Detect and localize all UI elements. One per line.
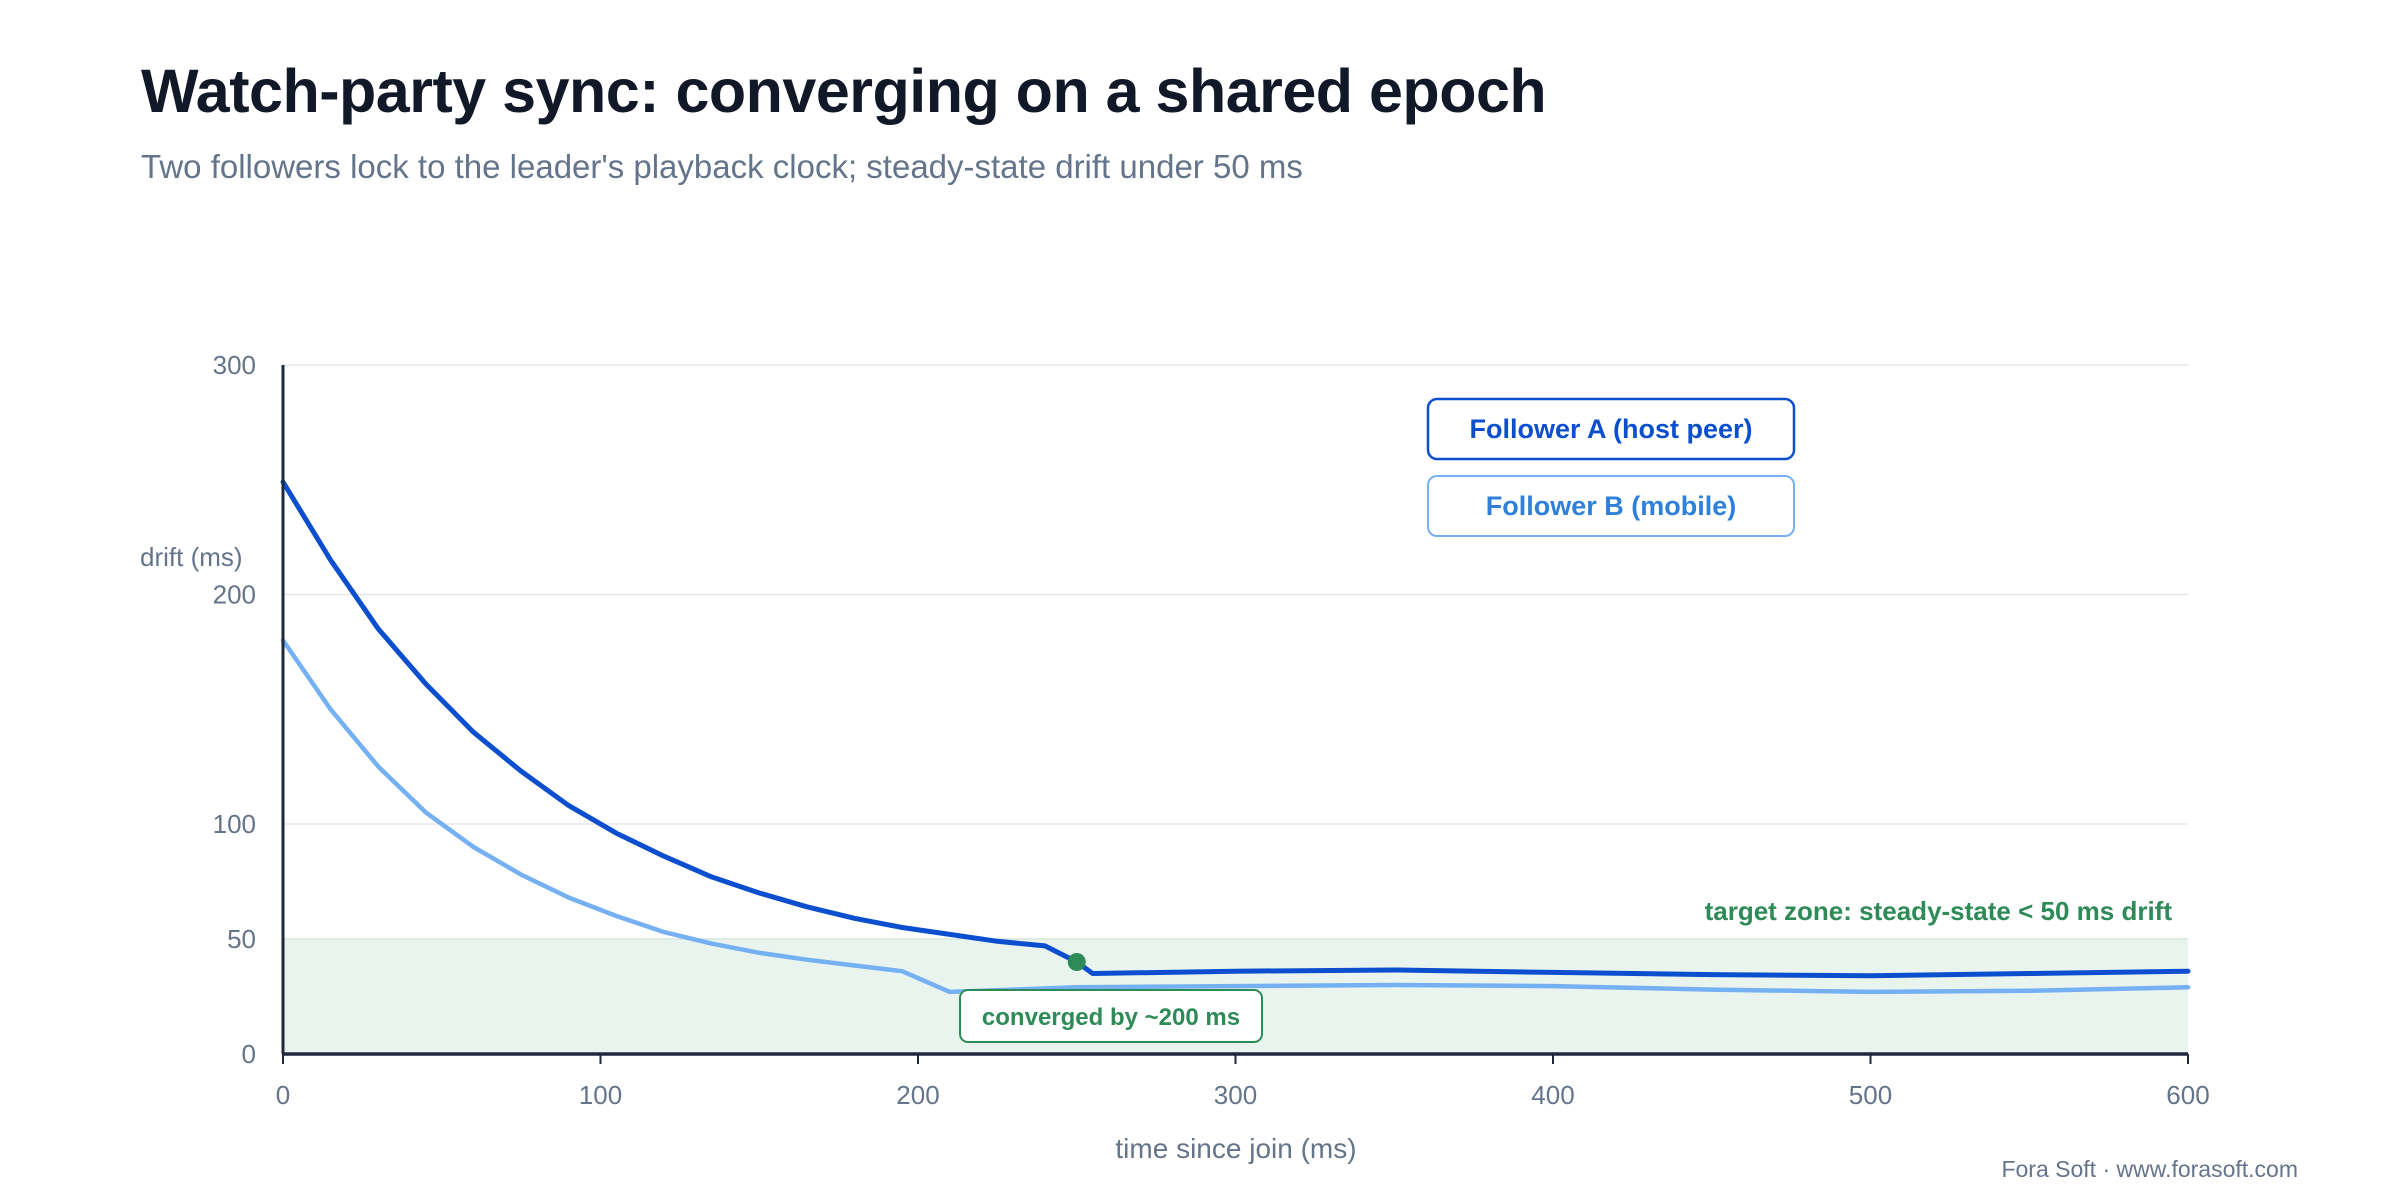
legend-item-follower-a: Follower A (host peer) — [1426, 397, 1796, 461]
y-tick-label-50: 50 — [227, 924, 256, 954]
legend: Follower A (host peer) Follower B (mobile… — [1426, 397, 1796, 537]
x-tick-label-400: 400 — [1531, 1080, 1574, 1110]
series-layer — [280, 479, 2191, 995]
target-zone-label: target zone: steady-state < 50 ms drift — [1705, 896, 2173, 926]
y-tick-label-0: 0 — [242, 1039, 256, 1069]
series-line-follower-a — [280, 479, 2191, 979]
x-tick-label-200: 200 — [896, 1080, 939, 1110]
footer-credit: Fora Soft · www.forasoft.com — [2001, 1156, 2298, 1182]
axis-layer: 0 50 100 200 300 0 100 200 300 400 500 600 time sinc… — [140, 350, 2210, 1164]
chart-title: Watch-party sync: converging on a shared… — [141, 57, 1547, 125]
x-axis-label: time since join (ms) — [1115, 1133, 1356, 1164]
x-tick-label-100: 100 — [579, 1080, 622, 1110]
x-tick-label-500: 500 — [1849, 1080, 1892, 1110]
y-tick-label-200: 200 — [213, 580, 256, 610]
chart-subtitle: Two followers lock to the leader's playb… — [141, 148, 1303, 185]
x-tick-label-0: 0 — [276, 1080, 290, 1110]
x-tick-label-600: 600 — [2166, 1080, 2209, 1110]
y-tick-label-100: 100 — [213, 809, 256, 839]
annotation-layer: converged by ~200 ms — [959, 953, 1263, 1043]
series-line-follower-b — [280, 638, 2191, 995]
legend-item-follower-a-box — [1426, 397, 1796, 461]
convergence-callout-box — [959, 989, 1263, 1043]
convergence-marker — [1067, 953, 1086, 971]
y-axis-label: drift (ms) — [140, 542, 243, 572]
legend-item-follower-b: Follower B (mobile) — [1427, 475, 1795, 537]
x-tick-label-300: 300 — [1214, 1080, 1257, 1110]
grid-layer — [283, 364, 2188, 825]
legend-item-follower-b-box — [1427, 475, 1795, 537]
legend-item-follower-b-label: Follower B (mobile) — [1486, 491, 1737, 521]
legend-item-follower-a-label: Follower A (host peer) — [1469, 414, 1752, 444]
y-tick-label-300: 300 — [213, 350, 256, 380]
convergence-callout-label: converged by ~200 ms — [982, 1004, 1240, 1031]
